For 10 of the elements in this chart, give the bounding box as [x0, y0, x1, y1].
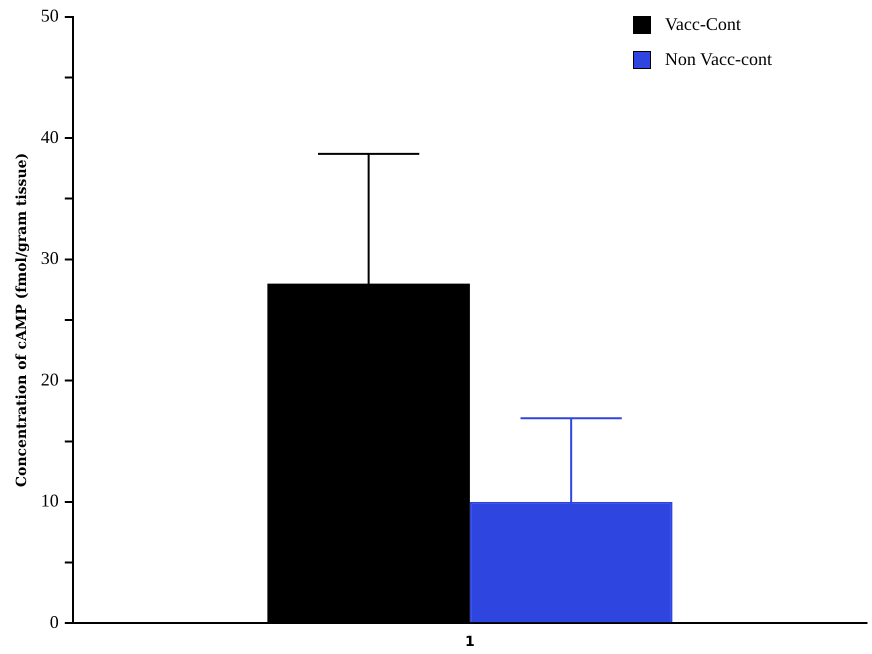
y-tick-label: 50 — [40, 6, 59, 26]
y-tick-label: 40 — [40, 126, 59, 147]
y-tick-label: 20 — [40, 369, 59, 390]
y-tick-label: 10 — [40, 490, 59, 511]
legend-label: Vacc-Cont — [664, 14, 741, 35]
legend-label: Non Vacc-cont — [664, 49, 772, 70]
y-axis-title: Concentration of cAMP (fmol/gram tissue) — [14, 152, 30, 488]
y-tick-label: 30 — [40, 248, 59, 268]
x-tick-label: 1 — [465, 634, 475, 650]
y-tick-label: 0 — [50, 612, 59, 632]
